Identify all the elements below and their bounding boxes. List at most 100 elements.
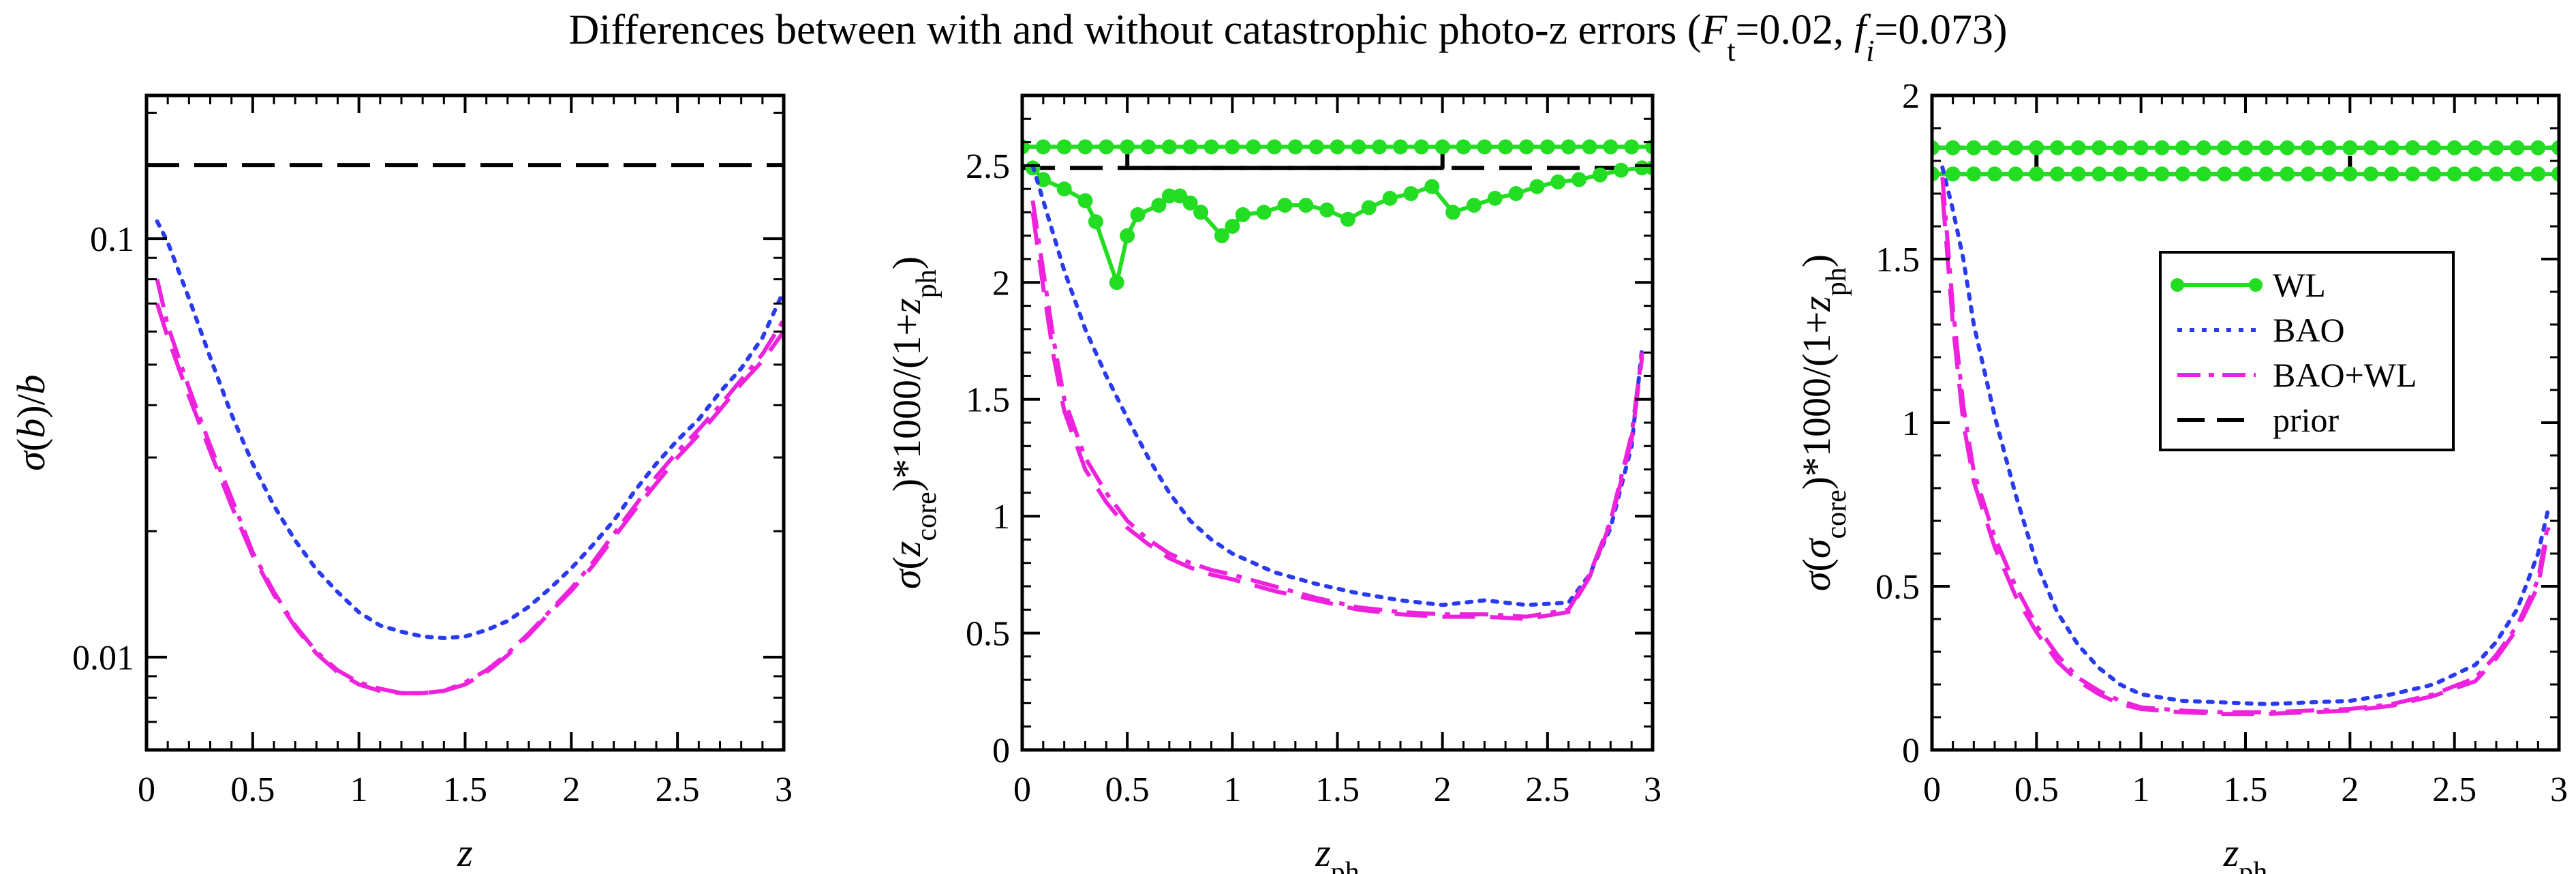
x-axis-label: zph xyxy=(1315,830,1360,874)
wl-marker xyxy=(1267,139,1282,155)
wl-marker xyxy=(2468,166,2483,182)
wl-marker xyxy=(1308,139,1324,155)
wl-marker xyxy=(1932,166,1939,182)
wl-marker xyxy=(1932,140,1939,155)
panel-bias: 0 0.5 1 1.5 2 2.5 30.010.1zσ(b)/b xyxy=(9,93,793,874)
y-tick-label: 0 xyxy=(1902,732,1920,770)
wl-marker xyxy=(2008,166,2023,182)
wl-marker xyxy=(1077,193,1093,209)
panel-sigma-core: 0 0.5 1 1.5 2 2.5 300.511.52zphσ(σcore)*1000/(… xyxy=(1794,77,2568,874)
legend-marker xyxy=(2171,278,2184,292)
wl-marker xyxy=(2133,166,2149,182)
wl-marker xyxy=(1645,160,1653,176)
wl-marker xyxy=(2113,166,2128,182)
wl-marker xyxy=(1130,207,1146,222)
wl-marker xyxy=(1077,139,1093,155)
series-line-bao xyxy=(1030,163,1644,607)
wl-marker xyxy=(2447,166,2462,182)
wl-marker xyxy=(2217,166,2233,182)
wl-marker xyxy=(2008,140,2023,155)
y-tick-label: 1.5 xyxy=(1875,241,1920,280)
x-axis-label-sub: ph xyxy=(1331,857,1360,874)
series-line-bao-wl xyxy=(155,278,784,695)
wl-marker xyxy=(1361,200,1377,215)
wl-marker xyxy=(1330,139,1345,155)
wl-marker xyxy=(1413,139,1429,155)
wl-marker xyxy=(2489,166,2504,182)
wl-marker xyxy=(1477,139,1492,155)
y-label-part: σ xyxy=(1794,537,1839,558)
series-line-bao-wl xyxy=(1940,177,2551,714)
wl-marker xyxy=(2530,140,2546,155)
wl-marker xyxy=(1120,139,1135,155)
y-label-part: )/ xyxy=(9,393,53,418)
y-label-part: b xyxy=(9,419,53,438)
y-label-part: ) xyxy=(885,256,929,269)
wl-marker xyxy=(1466,198,1482,213)
series-group xyxy=(1022,139,1653,621)
wl-marker xyxy=(2154,166,2170,182)
y-label-part: b xyxy=(9,374,53,394)
legend: WL BAO BAO+WL prior xyxy=(2159,251,2455,451)
wl-marker xyxy=(1035,139,1051,155)
wl-marker xyxy=(1214,228,1229,243)
x-tick-label: 0 xyxy=(1013,770,1031,809)
wl-marker xyxy=(1571,172,1587,187)
panel-zcore: 0 0.5 1 1.5 2 2.5 300.511.522.5zphσ(zcore)*100… xyxy=(885,93,1661,874)
wl-marker xyxy=(2342,140,2358,155)
wl-marker xyxy=(1498,139,1514,155)
wl-marker xyxy=(2405,140,2421,155)
wl-marker xyxy=(2426,166,2441,182)
x-tick-label: 0.5 xyxy=(230,770,275,809)
series-group xyxy=(147,163,784,695)
wl-marker xyxy=(2070,166,2086,182)
wl-marker xyxy=(1529,179,1545,194)
figure-title: Differences between with and without cat… xyxy=(568,7,2007,67)
wl-marker xyxy=(2091,166,2107,182)
y-label-part: ( xyxy=(885,556,929,569)
x-tick-label: 1 xyxy=(2132,770,2150,809)
legend-label: BAO xyxy=(2273,311,2345,349)
y-tick-label: 2 xyxy=(1902,77,1920,116)
y-label-part: σ xyxy=(885,568,929,589)
wl-marker xyxy=(2113,140,2128,155)
x-tick-label: 0 xyxy=(138,770,155,809)
x-tick-label: 2 xyxy=(2341,770,2359,809)
wl-marker xyxy=(2509,140,2525,155)
wl-marker xyxy=(2175,166,2190,182)
y-label-part: σ xyxy=(1794,570,1839,591)
wl-marker xyxy=(2384,140,2399,155)
wl-marker xyxy=(2196,140,2211,155)
wl-marker xyxy=(1225,219,1240,234)
x-tick-label: 1 xyxy=(350,770,368,809)
x-tick-label: 0.5 xyxy=(1105,770,1150,809)
wl-marker xyxy=(1508,186,1524,201)
wl-marker xyxy=(1424,179,1440,194)
wl-marker xyxy=(1287,139,1303,155)
wl-marker xyxy=(1319,202,1335,217)
y-label-part: z xyxy=(885,298,929,314)
wl-marker xyxy=(1351,139,1366,155)
wl-marker xyxy=(2321,140,2337,155)
wl-marker xyxy=(2029,166,2044,182)
y-axis-label: σ(b)/b xyxy=(9,374,53,470)
wl-marker xyxy=(1445,205,1461,220)
x-tick-label: 3 xyxy=(1644,770,1661,809)
wl-marker xyxy=(1056,139,1072,155)
x-tick-label: 0 xyxy=(1923,770,1941,809)
wl-marker xyxy=(1099,139,1114,155)
wl-marker xyxy=(1519,139,1534,155)
series-line-bao-wl xyxy=(1940,193,2551,717)
y-tick-label: 1.5 xyxy=(966,381,1010,420)
plot-frame xyxy=(1020,93,1655,752)
wl-marker xyxy=(2091,140,2107,155)
wl-marker xyxy=(1141,139,1156,155)
wl-marker xyxy=(1613,162,1629,178)
series-line-bao-wl xyxy=(1030,200,1644,619)
x-tick-label: 1.5 xyxy=(2224,770,2268,809)
wl-marker xyxy=(1945,140,1961,155)
wl-marker xyxy=(2258,166,2274,182)
y-label-part: ( xyxy=(9,438,53,451)
wl-marker xyxy=(2301,140,2316,155)
